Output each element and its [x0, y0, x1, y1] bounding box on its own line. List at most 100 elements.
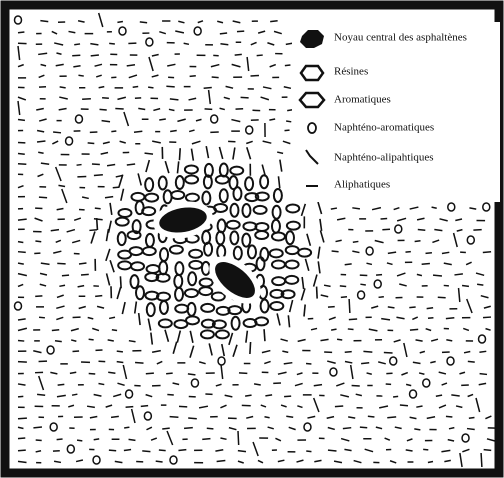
aliphatic [77, 440, 82, 441]
aliphatic [220, 44, 228, 45]
aliphatic [18, 154, 25, 155]
aliphatic [57, 439, 63, 440]
aliphatic [360, 284, 365, 285]
aliphatic [217, 460, 226, 461]
aliphatic [78, 75, 83, 76]
aliphatic [140, 22, 147, 23]
aliphatic [133, 86, 139, 87]
aliphatic [59, 285, 65, 286]
aliphatic [166, 86, 174, 87]
aliphatic [212, 77, 219, 78]
naphtheno-aliphatic [264, 329, 265, 341]
aliphatic [265, 395, 272, 396]
aliphatic [454, 274, 462, 275]
aliphatic [117, 22, 122, 23]
aliphatic [337, 339, 342, 340]
naphtheno-aliphatic [317, 287, 318, 299]
diagram: Noyau central des asphaltènes Résines Ar… [0, 0, 504, 478]
naphtheno-aliphatic [179, 148, 180, 160]
aliphatic [178, 450, 186, 451]
aliphatic [446, 416, 452, 417]
aliphatic [415, 241, 421, 242]
aliphatic [72, 394, 77, 395]
aliphatic [360, 427, 367, 428]
aliphatic [270, 21, 277, 22]
aliphatic [348, 329, 354, 330]
aliphatic [349, 319, 357, 320]
aliphatic [52, 330, 59, 331]
aliphatic [468, 361, 475, 362]
aliphatic [18, 32, 24, 33]
aliphatic [141, 406, 148, 407]
aliphatic [343, 428, 351, 429]
aliphatic [286, 43, 293, 44]
aliphatic [480, 374, 487, 375]
naphtheno-aliphatic [97, 218, 98, 230]
legend: Noyau central des asphaltènes Résines Ar… [292, 22, 500, 202]
aliphatic [111, 131, 116, 132]
aliphatic [18, 418, 27, 419]
aliphatic [18, 120, 25, 121]
aliphatic [126, 407, 134, 408]
aliphatic [409, 307, 415, 308]
aliphatic [479, 351, 486, 352]
aliphatic [18, 263, 24, 264]
aliphatic [426, 253, 432, 254]
aliphatic [129, 341, 136, 342]
aliphatic [91, 55, 99, 56]
aliphatic [239, 373, 247, 374]
aliphatic [18, 438, 25, 439]
aliphatic [345, 352, 352, 353]
aliphatic [484, 450, 492, 451]
aliphatic [18, 219, 27, 220]
aliphatic [204, 87, 212, 88]
aliphatic [129, 439, 136, 440]
aliphatic [202, 439, 210, 440]
aliphatic [410, 329, 418, 330]
aliphatic [117, 351, 123, 352]
aliphatic [145, 153, 153, 154]
aliphatic [111, 416, 119, 417]
aliphatic [184, 428, 193, 429]
aliphatic [245, 395, 251, 396]
aliphatic [62, 275, 69, 276]
aliphatic [82, 99, 91, 100]
aliphatic [94, 439, 100, 440]
aliphatic [306, 451, 311, 452]
aliphatic [340, 286, 346, 287]
aliphatic [238, 451, 246, 452]
aliphatic [428, 318, 433, 319]
aliphatic [60, 87, 66, 88]
aliphatic [74, 44, 80, 45]
aliphatic [117, 362, 124, 363]
aliphatic [220, 33, 227, 34]
aliphatic [414, 429, 420, 430]
aliphatic [285, 65, 291, 66]
aliphatic [376, 275, 382, 276]
aliphatic [18, 340, 24, 341]
aliphatic [109, 450, 116, 451]
aliphatic [146, 373, 154, 374]
aliphatic [18, 396, 23, 397]
aliphatic [18, 450, 26, 451]
aliphatic [418, 230, 426, 231]
aliphatic [332, 251, 339, 252]
aliphatic [35, 241, 41, 242]
aliphatic [473, 230, 481, 231]
aliphatic [99, 87, 105, 88]
aliphatic [18, 252, 26, 253]
aliphatic [363, 351, 372, 352]
aliphatic [124, 450, 131, 451]
aliphatic [352, 208, 360, 209]
aliphatic [406, 450, 413, 451]
aliphatic [427, 308, 433, 309]
legend-label: Noyau central des asphaltènes [334, 32, 467, 44]
aliphatic [400, 405, 408, 406]
aliphatic [387, 417, 396, 418]
aliphatic [335, 406, 343, 407]
aliphatic [264, 417, 269, 418]
legend-bg [292, 22, 500, 202]
aliphatic [162, 428, 170, 429]
aliphatic [159, 119, 166, 120]
aliphatic [102, 98, 109, 99]
